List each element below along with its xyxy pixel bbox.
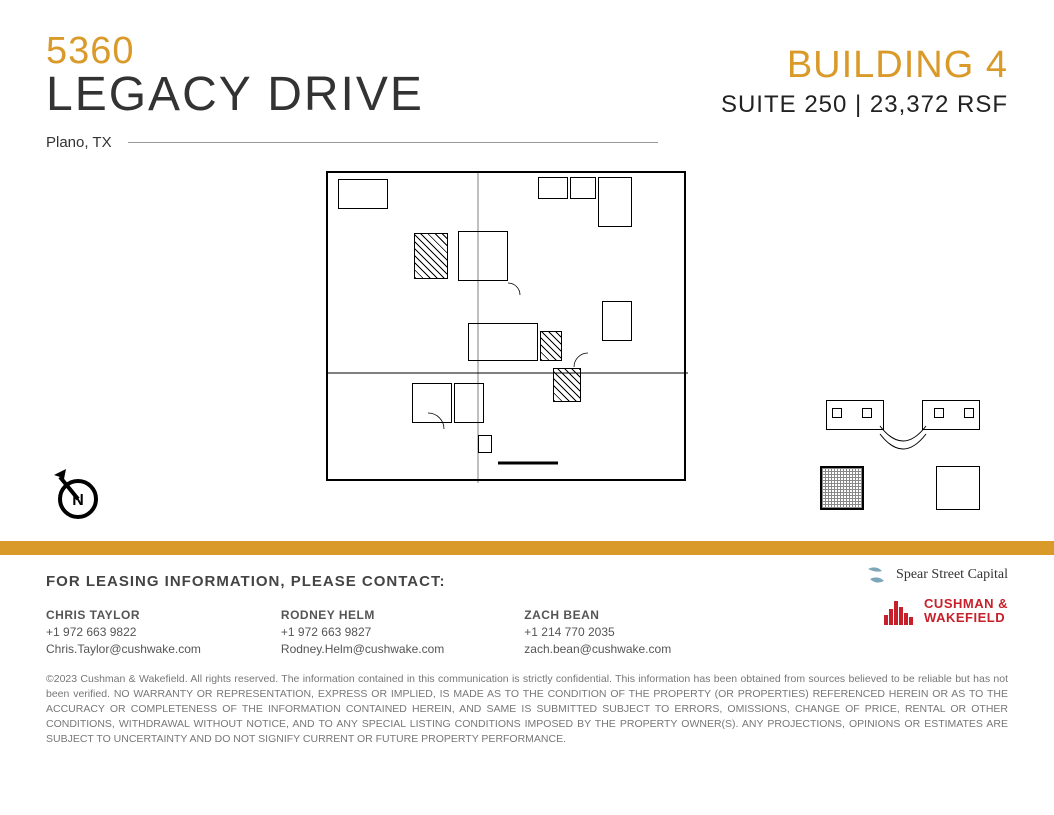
cw-line1: CUSHMAN & [924, 597, 1008, 611]
accent-bar [0, 541, 1054, 555]
floorplan [326, 171, 686, 481]
contact-email: zach.bean@cushwake.com [524, 641, 671, 658]
city-label: Plano, TX [46, 134, 128, 151]
contact-email: Chris.Taylor@cushwake.com [46, 641, 201, 658]
contact-email: Rodney.Helm@cushwake.com [281, 641, 444, 658]
cw-wordmark: CUSHMAN & WAKEFIELD [924, 597, 1008, 626]
floorplan-lines [328, 173, 688, 483]
cw-line2: WAKEFIELD [924, 611, 1008, 625]
cw-bars-icon [884, 597, 918, 625]
contact-person: ZACH BEAN +1 214 770 2035 zach.bean@cush… [524, 608, 671, 658]
contact-person: RODNEY HELM +1 972 663 9827 Rodney.Helm@… [281, 608, 444, 658]
compass-icon: N [46, 465, 102, 521]
divider-rule [128, 142, 658, 143]
spear-ss-icon [864, 563, 888, 587]
header-left: 5360 LEGACY DRIVE Plano, TX [46, 30, 658, 151]
contact-phone: +1 972 663 9827 [281, 624, 444, 641]
address-street: LEGACY DRIVE [46, 67, 658, 122]
header-right: BUILDING 4 SUITE 250 | 23,372 RSF [721, 30, 1008, 119]
partner-logos: Spear Street Capital CUSHMAN & WAKEFIELD [864, 563, 1008, 626]
plan-area: N [46, 171, 1008, 541]
contact-name: ZACH BEAN [524, 608, 671, 622]
disclaimer-text: ©2023 Cushman & Wakefield. All rights re… [0, 658, 1054, 748]
contact-person: CHRIS TAYLOR +1 972 663 9822 Chris.Taylo… [46, 608, 201, 658]
contact-name: RODNEY HELM [281, 608, 444, 622]
suite-label: SUITE 250 | 23,372 RSF [721, 91, 1008, 119]
cushman-wakefield-logo: CUSHMAN & WAKEFIELD [864, 597, 1008, 626]
contact-phone: +1 214 770 2035 [524, 624, 671, 641]
spear-street-logo: Spear Street Capital [864, 563, 1008, 587]
contact-name: CHRIS TAYLOR [46, 608, 201, 622]
city-row: Plano, TX [46, 134, 658, 151]
contact-section: FOR LEASING INFORMATION, PLEASE CONTACT:… [0, 555, 1054, 658]
contact-phone: +1 972 663 9822 [46, 624, 201, 641]
building-label: BUILDING 4 [721, 44, 1008, 87]
keyplan [818, 396, 988, 516]
spear-street-name: Spear Street Capital [896, 567, 1008, 583]
header: 5360 LEGACY DRIVE Plano, TX BUILDING 4 S… [0, 0, 1054, 151]
compass-letter: N [72, 492, 84, 509]
